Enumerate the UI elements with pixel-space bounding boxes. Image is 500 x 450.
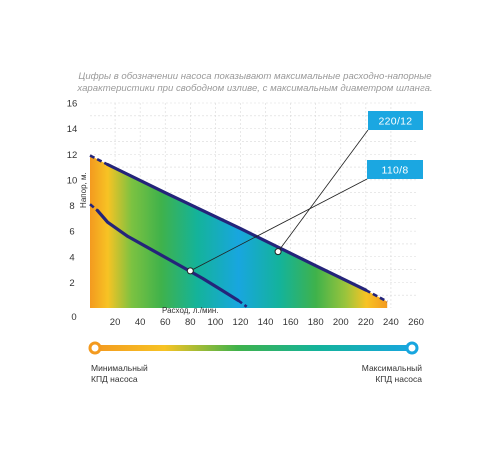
efficiency-min-label-line-1: Минимальный	[91, 363, 148, 373]
y-tick-label: 14	[67, 124, 78, 135]
x-tick-label: 220	[358, 317, 374, 328]
y-axis-label: Напор, м.	[79, 172, 88, 208]
x-tick-label: 260	[408, 317, 424, 328]
efficiency-max-label-line-2: КПД насоса	[375, 374, 422, 384]
efficiency-max-label-line-1: Максимальный	[362, 363, 422, 373]
callout-box-110-8	[367, 160, 423, 179]
chart-note-line-1: Цифры в обозначении насоса показывают ма…	[78, 71, 431, 82]
x-tick-label: 240	[383, 317, 399, 328]
y-tick-label: 10	[67, 175, 78, 186]
callout-leader-110-8	[190, 178, 368, 272]
efficiency-scale-min-marker	[88, 341, 102, 355]
pump-curves	[89, 154, 388, 308]
callout-leader-220-12	[277, 129, 369, 252]
x-tick-label: 180	[308, 317, 324, 328]
callout-label-220-12: 220/12	[379, 116, 413, 128]
x-tick-label: 200	[333, 317, 349, 328]
y-tick-label: 4	[69, 252, 74, 263]
x-tick-label: 20	[110, 317, 121, 328]
y-tick-label: 16	[67, 99, 78, 110]
efficiency-scale-bar	[95, 345, 412, 351]
pump-curve-110-8-dashed-end	[237, 299, 248, 308]
y-tick-label: 8	[69, 201, 74, 212]
x-tick-label: 0	[71, 312, 76, 323]
pump-curve-110-8-dashed-start	[89, 203, 99, 212]
x-axis-label: Расход, л./мин.	[162, 306, 219, 315]
pump-curve-220-12-dashed-end	[365, 288, 388, 303]
y-tick-label: 2	[69, 278, 74, 289]
y-tick-label: 6	[69, 227, 74, 238]
x-tick-label: 160	[283, 317, 299, 328]
x-tick-label: 120	[233, 317, 249, 328]
pump-curve-220-12-dashed-start	[89, 154, 109, 166]
efficiency-scale-max-marker	[405, 341, 419, 355]
efficiency-min-label-line-2: КПД насоса	[91, 374, 138, 384]
callout-point-110-8	[186, 267, 194, 275]
y-tick-label: 12	[67, 150, 78, 161]
callout-point-220-12	[274, 248, 282, 256]
x-tick-label: 60	[160, 317, 171, 328]
series-callouts: 220/12 110/8	[186, 111, 423, 275]
pump-curve-110-8	[95, 209, 240, 302]
callout-label-110-8: 110/8	[382, 165, 409, 177]
pump-curve-220-12	[105, 162, 368, 292]
x-tick-label: 40	[135, 317, 146, 328]
x-tick-label: 100	[207, 317, 223, 328]
chart-note: Цифры в обозначении насоса показывают ма…	[76, 71, 432, 94]
axis-ticks: 0 20 40 60 80 100 120 140 160 180 200 220 240 260 2 4 6 8…	[67, 99, 424, 329]
callout-box-220-12	[368, 111, 423, 130]
efficiency-scale: Минимальный КПД насоса Максимальный КПД …	[88, 341, 422, 384]
x-tick-label: 140	[258, 317, 274, 328]
x-tick-label: 80	[185, 317, 196, 328]
chart-note-line-2: характеристики при свободном изливе, с м…	[76, 83, 432, 94]
